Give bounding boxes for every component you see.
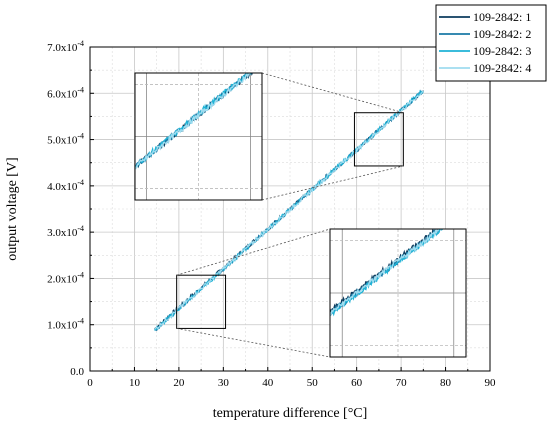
- x-tick-label: 0: [87, 377, 93, 389]
- x-tick-label: 60: [351, 377, 363, 389]
- legend-label: 109-2842: 4: [473, 61, 531, 75]
- legend-label: 109-2842: 2: [473, 27, 531, 41]
- y-axis-title: output voltage [V]: [5, 157, 20, 260]
- x-tick-label: 10: [129, 377, 141, 389]
- zoom-regions: [176, 72, 404, 358]
- x-tick-label: 20: [173, 377, 185, 389]
- x-axis-title: temperature difference [°C]: [213, 406, 368, 421]
- zoom-connector: [176, 228, 331, 276]
- series-lines: [154, 89, 424, 332]
- y-tick-label: 1.0x10-4: [47, 317, 84, 332]
- zoom-region-box: [353, 112, 404, 167]
- inset-series-line-4: [330, 229, 443, 317]
- x-tick-label: 50: [307, 377, 319, 389]
- x-tick-label: 70: [396, 377, 408, 389]
- y-tick-label: 4.0x10-4: [47, 178, 84, 193]
- axes: 0 10 20 30 40 50 60 70 80 90 0.0 1.0x10-4 2.0x10-4 3.…: [47, 39, 496, 389]
- legend-label: 109-2842: 3: [473, 44, 531, 58]
- inset-upper: [134, 72, 263, 201]
- x-tick-label: 90: [485, 377, 497, 389]
- x-tick-label: 30: [218, 377, 230, 389]
- y-tick-label: 6.0x10-4: [47, 85, 84, 100]
- inset-lower: [329, 228, 467, 358]
- y-tick-label: 3.0x10-4: [47, 224, 84, 239]
- zoom-connector: [261, 165, 404, 201]
- y-tick-label: 5.0x10-4: [47, 132, 84, 147]
- y-tick-label: 2.0x10-4: [47, 270, 84, 285]
- y-tick-label: 0.0: [70, 366, 84, 378]
- inset-series-line-4: [135, 73, 254, 170]
- zoom-connector: [261, 72, 404, 114]
- inset-series-line-3: [330, 229, 444, 318]
- x-tick-label: 40: [262, 377, 274, 389]
- zoom-connector: [176, 328, 331, 358]
- zoom-region-box: [176, 274, 227, 329]
- legend-label: 109-2842: 1: [473, 10, 531, 24]
- series-line-4: [154, 90, 424, 330]
- x-tick-label: 80: [440, 377, 452, 389]
- y-tick-label: 7.0x10-4: [47, 39, 84, 54]
- legend: 109-2842: 1 109-2842: 2 109-2842: 3 109-284…: [435, 4, 547, 82]
